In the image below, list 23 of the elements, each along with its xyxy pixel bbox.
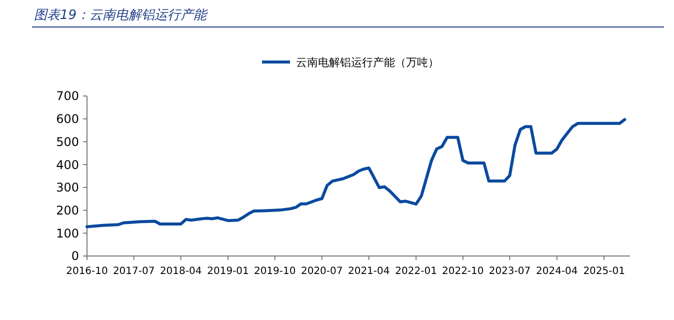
line-series xyxy=(86,118,626,228)
x-tick-label: 2017-07 xyxy=(112,266,155,277)
x-tick-label: 2018-04 xyxy=(160,266,202,277)
x-tick-label: 2022-10 xyxy=(442,266,484,277)
y-tick-label: 300 xyxy=(56,180,79,195)
x-tick-label: 2025-01 xyxy=(583,266,625,277)
y-tick-label: 100 xyxy=(56,226,79,240)
x-tick-label: 2024-04 xyxy=(536,266,578,277)
y-tick-label: 400 xyxy=(56,158,79,172)
y-tick-label: 600 xyxy=(56,112,79,126)
x-tick-label: 2016-10 xyxy=(66,266,108,277)
chart-title: 图表19：云南电解铝运行产能 xyxy=(34,8,209,23)
x-tick-label: 2023-07 xyxy=(488,266,531,277)
x-tick-label: 2022-01 xyxy=(395,266,437,277)
y-tick-label: 700 xyxy=(56,89,79,104)
x-tick-label: 2019-10 xyxy=(254,266,296,277)
y-tick-label: 500 xyxy=(56,134,79,149)
x-tick-label: 2019-01 xyxy=(207,266,249,277)
x-tick-label: 2021-04 xyxy=(348,266,390,277)
y-tick-label: 0 xyxy=(71,249,79,264)
x-tick-label: 2020-07 xyxy=(300,266,343,277)
legend-label: 云南电解铝运行产能（万吨） xyxy=(296,56,439,69)
y-tick-label: 200 xyxy=(56,203,79,218)
